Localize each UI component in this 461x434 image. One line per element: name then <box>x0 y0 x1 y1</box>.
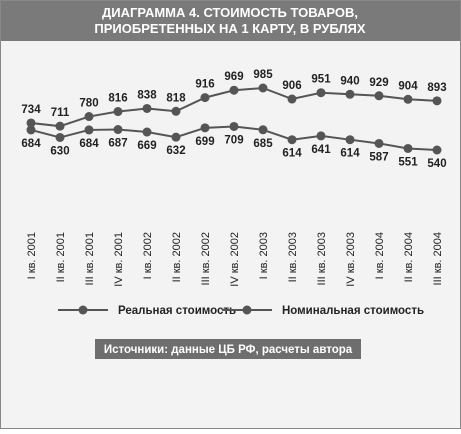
data-label: 685 <box>253 138 273 150</box>
marker <box>345 89 355 99</box>
marker <box>403 94 413 104</box>
x-tick-label: I кв. 2001 <box>26 232 38 279</box>
marker <box>171 106 181 116</box>
data-label: 632 <box>166 145 185 157</box>
title-band <box>1 1 460 41</box>
x-tick-label: III кв. 2001 <box>84 232 96 285</box>
data-label: 587 <box>369 151 388 163</box>
data-label: 951 <box>311 74 331 86</box>
data-label: 699 <box>195 136 214 148</box>
marker <box>84 125 94 135</box>
chart-title: ПРИОБРЕТЕННЫХ НА 1 КАРТУ, В РУБЛЯХ <box>94 21 365 36</box>
legend-label: Номинальная стоимость <box>282 305 424 317</box>
marker <box>287 135 297 145</box>
marker <box>316 131 326 141</box>
x-tick-label: III кв. 2004 <box>432 232 444 285</box>
marker <box>55 132 65 142</box>
marker <box>345 135 355 145</box>
legend-marker <box>242 305 252 315</box>
x-tick-label: III кв. 2002 <box>200 232 212 285</box>
x-tick-label: II кв. 2001 <box>55 232 67 282</box>
data-label: 641 <box>311 144 331 156</box>
x-tick-label: IV кв. 2002 <box>229 232 241 287</box>
marker <box>403 143 413 153</box>
x-tick-label: IV кв. 2003 <box>345 232 357 287</box>
data-label: 780 <box>79 98 98 110</box>
data-label: 929 <box>369 77 388 89</box>
marker <box>113 125 123 135</box>
marker <box>229 121 239 131</box>
marker <box>229 85 239 95</box>
legend-label: Реальная стоимость <box>118 305 236 317</box>
marker <box>171 132 181 142</box>
marker <box>258 83 268 93</box>
data-label: 709 <box>224 134 243 146</box>
legend-marker <box>78 305 88 315</box>
marker <box>113 107 123 117</box>
data-label: 669 <box>137 140 156 152</box>
data-label: 816 <box>108 93 127 105</box>
x-tick-label: II кв. 2002 <box>171 232 183 282</box>
data-label: 614 <box>282 148 302 160</box>
data-label: 940 <box>340 75 359 87</box>
x-tick-label: I кв. 2002 <box>142 232 154 279</box>
marker <box>316 88 326 98</box>
data-label: 904 <box>398 80 418 92</box>
data-label: 630 <box>50 145 69 157</box>
data-label: 684 <box>21 138 41 150</box>
data-label: 969 <box>224 71 243 83</box>
data-label: 551 <box>398 156 418 168</box>
marker <box>26 118 36 128</box>
x-tick-label: IV кв. 2001 <box>113 232 125 287</box>
marker <box>287 94 297 104</box>
marker <box>432 145 442 155</box>
data-label: 906 <box>282 80 301 92</box>
x-tick-label: I кв. 2004 <box>374 232 386 279</box>
source: Источники: данные ЦБ РФ, расчеты автора <box>104 344 353 356</box>
marker <box>200 93 210 103</box>
marker <box>200 123 210 133</box>
marker <box>84 112 94 122</box>
data-label: 687 <box>108 138 127 150</box>
marker <box>374 138 384 148</box>
data-label: 838 <box>137 89 157 101</box>
data-label: 684 <box>79 138 99 150</box>
x-tick-label: II кв. 2003 <box>287 232 299 282</box>
x-tick-label: II кв. 2004 <box>403 232 415 282</box>
marker <box>258 125 268 135</box>
marker <box>142 103 152 113</box>
data-label: 818 <box>166 92 186 104</box>
marker <box>432 96 442 106</box>
marker <box>26 125 36 135</box>
source-box <box>95 339 361 359</box>
data-label: 985 <box>253 69 273 81</box>
marker <box>142 127 152 137</box>
data-label: 540 <box>427 158 446 170</box>
data-label: 916 <box>195 79 214 91</box>
marker <box>374 91 384 101</box>
data-label: 734 <box>21 104 41 116</box>
data-label: 893 <box>427 82 446 94</box>
chart-title: ДИАГРАММА 4. СТОИМОСТЬ ТОВАРОВ, <box>102 5 358 20</box>
x-tick-label: III кв. 2003 <box>316 232 328 285</box>
marker <box>55 121 65 131</box>
x-tick-label: I кв. 2003 <box>258 232 270 279</box>
data-label: 614 <box>340 148 360 160</box>
data-label: 711 <box>51 107 70 119</box>
